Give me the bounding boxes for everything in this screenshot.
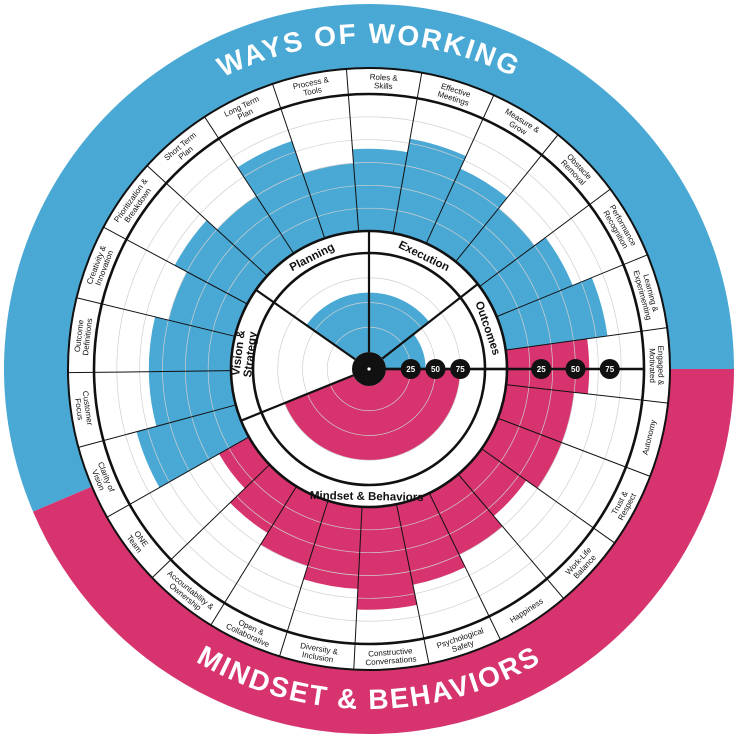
outer-ring (136, 138, 608, 610)
bar-work-life-balance (458, 448, 527, 517)
segment-label-constructive-conversations: ConstructiveConversations (364, 646, 416, 667)
tick-label: 25 (537, 365, 546, 374)
group-label-mindset-and-behaviors: Mindset & Behaviors (310, 490, 424, 504)
inner-bar-mindset-and-behaviors (284, 369, 461, 461)
group-divider (240, 374, 354, 422)
bar-diversity-and-inclusion (303, 500, 363, 589)
segment-divider (345, 68, 360, 232)
bar-learning-and-experimenting (496, 277, 608, 351)
segment-divider (353, 506, 363, 670)
bar-prioritization-and-breakdown (174, 220, 268, 305)
segment-divider (103, 226, 248, 305)
bar-performance-recognition (479, 237, 573, 317)
hub-dot (367, 367, 371, 371)
inner-tick-50 (425, 359, 446, 379)
inner-bar-planning (306, 292, 369, 360)
bar-open-and-collaborative (260, 486, 328, 567)
segment-divider (396, 504, 430, 665)
segment-divider (392, 72, 423, 234)
segment-divider (496, 254, 648, 318)
segment-divider (457, 473, 565, 599)
bar-outcome-definitions (148, 316, 235, 372)
segment-divider (151, 464, 270, 579)
tick-label: 25 (406, 365, 415, 374)
segment-divider (76, 297, 236, 337)
segment-divider (455, 134, 559, 262)
tick-label: 50 (431, 365, 440, 374)
segment-divider (68, 370, 232, 374)
bar-obstacle-removal (455, 208, 535, 287)
bar-measure-and-grow (426, 168, 508, 262)
bar-trust-and-respect (481, 418, 562, 489)
bar-effective-meetings (393, 138, 466, 244)
bar-roles-and-skills (352, 148, 408, 234)
segment-divider (479, 188, 611, 287)
segment-divider (204, 116, 295, 254)
segment-divider (425, 94, 495, 244)
tick-label: 50 (571, 365, 580, 374)
segment-divider (497, 417, 651, 477)
bar-autonomy (497, 384, 575, 443)
segment-divider (428, 492, 501, 640)
segment-divider (272, 83, 326, 239)
segment-label-engaged-and-motivated: Engaged &Motivated (647, 346, 665, 386)
bar-process-and-tools (302, 163, 359, 239)
segment-label-outcome-definitions: OutcomeDefinitions (73, 317, 95, 356)
bar-customer-focus (148, 370, 236, 427)
bar-psychological-safety (396, 493, 466, 585)
bar-accountability-and-ownership (230, 464, 297, 534)
bar-clarity-of-vision (136, 404, 249, 488)
tick-label: 75 (456, 365, 465, 374)
group-divider (381, 283, 479, 360)
segment-divider (481, 448, 615, 544)
bar-short-term-plan (216, 196, 294, 276)
ring-border (67, 67, 671, 671)
group-divider (255, 288, 356, 361)
segment-divider (279, 500, 329, 657)
bar-creativity-and-innovation (168, 271, 248, 337)
segment-divider (78, 404, 236, 448)
segment-label-roles-and-skills: Roles &Skills (369, 72, 399, 91)
inner-bar-execution (369, 292, 430, 359)
inner-ring (284, 292, 461, 461)
inner-tick-25 (400, 359, 421, 379)
inner-tick-75 (450, 359, 471, 379)
segment-divider (210, 486, 297, 626)
bar-happiness (429, 474, 503, 555)
outer-tick-25 (531, 359, 552, 379)
bar-constructive-conversations (356, 504, 417, 610)
segment-divider (506, 384, 669, 404)
group-label-vision-and-strategy: Vision &Strategy (230, 329, 260, 378)
segment-label-customer-focus: CustomerFocus (72, 390, 94, 427)
bar-long-term-plan (237, 140, 325, 254)
segment-divider (505, 327, 668, 351)
segment-divider (106, 436, 250, 518)
tick-label: 75 (605, 365, 614, 374)
segment-divider (146, 165, 268, 277)
outer-tick-50 (565, 359, 586, 379)
outer-tick-75 (599, 359, 620, 379)
